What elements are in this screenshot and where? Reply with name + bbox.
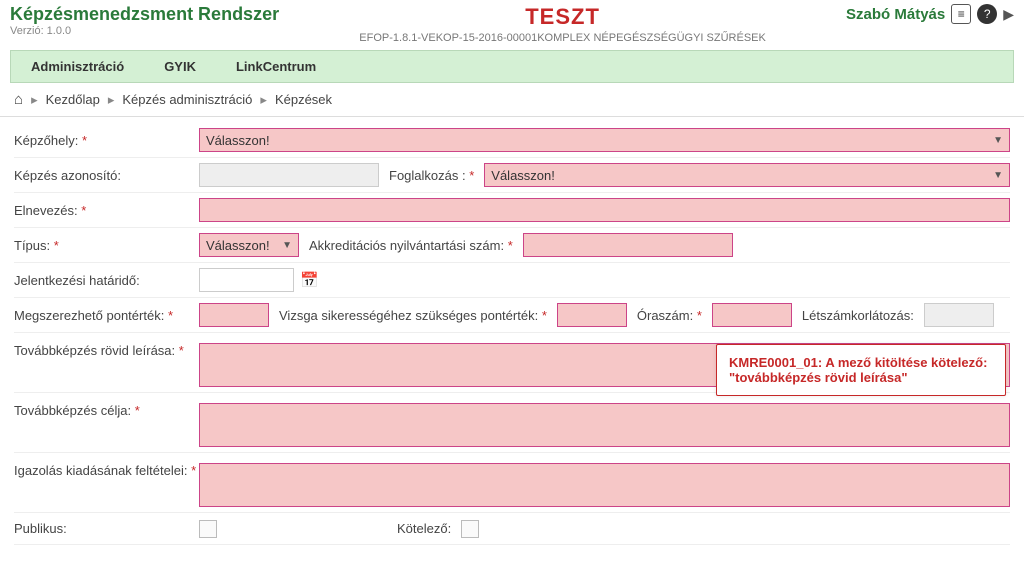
publikus-label: Publikus: <box>14 521 199 536</box>
breadcrumb-kepzes-admin[interactable]: Képzés adminisztráció <box>122 92 252 107</box>
row-pontertek: Megszerezhető pontérték: * Vizsga sikere… <box>14 298 1010 333</box>
env-label: TESZT <box>279 4 846 30</box>
vizsga-input[interactable] <box>557 303 627 327</box>
caret-down-icon: ▼ <box>993 170 1003 181</box>
elnevezes-input[interactable] <box>199 198 1010 222</box>
tipus-label: Típus: * <box>14 238 199 253</box>
igazolas-label: Igazolás kiadásának feltételei: * <box>14 463 199 478</box>
row-celja: Továbbképzés célja: * <box>14 393 1010 453</box>
menu-gyik[interactable]: GYIK <box>164 59 196 74</box>
foglalkozas-select[interactable]: Válasszon!▼ <box>484 163 1010 187</box>
breadcrumb-sep: ▸ <box>108 92 115 108</box>
list-icon[interactable]: ≡ <box>951 4 971 24</box>
menu-linkcentrum[interactable]: LinkCentrum <box>236 59 316 74</box>
megszerez-label: Megszerezhető pontérték: * <box>14 308 199 323</box>
publikus-checkbox[interactable] <box>199 520 217 538</box>
tipus-select[interactable]: Válasszon!▼ <box>199 233 299 257</box>
kepzohely-select[interactable]: Válasszon!▼ <box>199 128 1010 152</box>
breadcrumb-sep: ▸ <box>31 92 38 108</box>
hatarido-input[interactable] <box>199 268 294 292</box>
breadcrumb-kepzesek[interactable]: Képzések <box>275 92 332 107</box>
kepzohely-label: Képzőhely: * <box>14 133 199 148</box>
row-elnevezes: Elnevezés: * <box>14 193 1010 228</box>
project-code: EFOP-1.8.1-VEKOP-15-2016-00001KOMPLEX NÉ… <box>279 32 846 44</box>
breadcrumb-sep: ▸ <box>260 92 267 108</box>
hatarido-date: 📅 <box>199 268 319 292</box>
header-right: Szabó Mátyás ≡ ? ▶ <box>846 4 1014 24</box>
oraszam-input[interactable] <box>712 303 792 327</box>
igazolas-input[interactable] <box>199 463 1010 507</box>
row-hatarido: Jelentkezési határidő: 📅 <box>14 263 1010 298</box>
header: Képzésmenedzsment Rendszer Verzió: 1.0.0… <box>0 0 1024 44</box>
foglalkozas-label: Foglalkozás : * <box>389 168 474 183</box>
celja-input[interactable] <box>199 403 1010 447</box>
form-area: Képzőhely: * Válasszon!▼ Képzés azonosít… <box>0 117 1024 551</box>
hatarido-label: Jelentkezési határidő: <box>14 273 199 288</box>
breadcrumb: ⌂ ▸ Kezdőlap ▸ Képzés adminisztráció ▸ K… <box>0 83 1024 117</box>
letszam-label: Létszámkorlátozás: <box>802 308 914 323</box>
menu-adminisztracio[interactable]: Adminisztráció <box>31 59 124 74</box>
row-igazolas: Igazolás kiadásának feltételei: * <box>14 453 1010 513</box>
rovid-leiras-label: Továbbképzés rövid leírása: * <box>14 343 199 358</box>
vizsga-label: Vizsga sikerességéhez szükséges pontérté… <box>279 308 547 323</box>
akkred-label: Akkreditációs nyilvántartási szám: * <box>309 238 513 253</box>
megszerez-input[interactable] <box>199 303 269 327</box>
letszam-input[interactable] <box>924 303 994 327</box>
help-icon[interactable]: ? <box>977 4 997 24</box>
row-kepzes-azonosito: Képzés azonosító: Foglalkozás : * Válass… <box>14 158 1010 193</box>
celja-label: Továbbképzés célja: * <box>14 403 199 418</box>
header-left: Képzésmenedzsment Rendszer Verzió: 1.0.0 <box>10 4 279 37</box>
kepzes-azonosito-input[interactable] <box>199 163 379 187</box>
breadcrumb-kezdolap[interactable]: Kezdőlap <box>46 92 100 107</box>
akkred-input[interactable] <box>523 233 733 257</box>
app-title: Képzésmenedzsment Rendszer <box>10 4 279 25</box>
kotelezo-checkbox[interactable] <box>461 520 479 538</box>
validation-tooltip: KMRE0001_01: A mező kitöltése kötelező: … <box>716 344 1006 396</box>
menubar: Adminisztráció GYIK LinkCentrum <box>10 50 1014 83</box>
header-center: TESZT EFOP-1.8.1-VEKOP-15-2016-00001KOMP… <box>279 4 846 44</box>
row-kepzohely: Képzőhely: * Válasszon!▼ <box>14 123 1010 158</box>
kepzes-azonosito-label: Képzés azonosító: <box>14 168 199 183</box>
elnevezes-label: Elnevezés: * <box>14 203 199 218</box>
home-icon[interactable]: ⌂ <box>14 91 23 108</box>
kotelezo-label: Kötelező: <box>397 521 451 536</box>
version-label: Verzió: 1.0.0 <box>10 25 279 37</box>
chevron-right-icon[interactable]: ▶ <box>1003 6 1014 23</box>
caret-down-icon: ▼ <box>282 240 292 251</box>
user-name: Szabó Mátyás <box>846 6 945 23</box>
caret-down-icon: ▼ <box>993 135 1003 146</box>
oraszam-label: Óraszám: * <box>637 308 702 323</box>
row-tipus: Típus: * Válasszon!▼ Akkreditációs nyilv… <box>14 228 1010 263</box>
calendar-icon[interactable]: 📅 <box>300 271 319 289</box>
row-publikus: Publikus: Kötelező: <box>14 513 1010 545</box>
